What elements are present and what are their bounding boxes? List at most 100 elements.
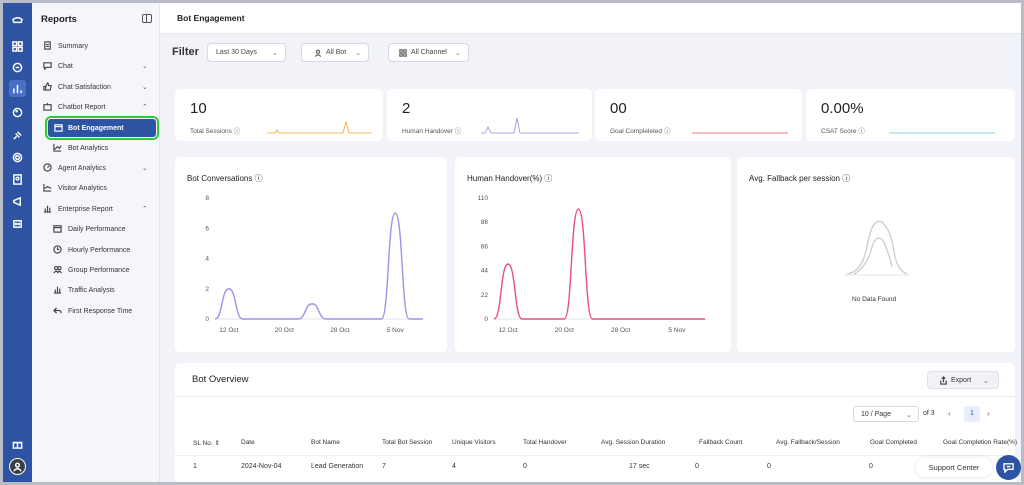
chevron-down-icon[interactable]: ⌄ (142, 84, 148, 91)
y-tick-label: 44 (481, 268, 489, 275)
sidebar-item-label: Bot Analytics (68, 144, 109, 152)
stat-label: Goal Compleleted ⓘ (610, 128, 671, 135)
sidebar-item-label: Visitor Analytics (58, 184, 107, 192)
cell-goal-completed: 0 (869, 463, 873, 470)
cell-date: 2024-Nov-04 (241, 463, 282, 470)
y-tick-label: 6 (205, 225, 209, 232)
megaphone-icon[interactable] (9, 193, 26, 210)
channel-select[interactable]: All Channel ⌄ (388, 43, 469, 62)
stat-value: 0.00% (821, 100, 864, 117)
y-tick-label: 22 (481, 292, 489, 299)
x-tick-label: 5 Nov (668, 327, 686, 334)
page-size-select[interactable]: 10 / Page ⌄ (853, 406, 919, 422)
next-page-icon[interactable]: › (987, 409, 990, 418)
calendar-icon (53, 224, 62, 233)
gift-icon[interactable] (9, 435, 26, 452)
column-header[interactable]: SL No. ⇕ (193, 440, 220, 447)
column-header: Unique Visitors (452, 439, 496, 446)
y-tick-label: 8 (205, 195, 209, 202)
robot-icon (43, 102, 52, 111)
sidebar-item-group-performance[interactable]: Group Performance (32, 262, 160, 278)
sidebar-item-agent-analytics[interactable]: Agent Analytics ⌄ (32, 160, 160, 176)
goal-sparkline (692, 132, 788, 134)
chevron-up-icon[interactable]: ⌃ (142, 104, 148, 111)
stat-label: Human Handover ⓘ (402, 128, 462, 135)
bot-select[interactable]: All Bot ⌄ (301, 43, 369, 62)
avatar[interactable] (9, 458, 26, 475)
stat-value: 00 (610, 100, 627, 117)
page-size-value: 10 / Page (861, 411, 891, 418)
divider (175, 455, 1015, 456)
logo-icon[interactable] (9, 12, 26, 29)
sidebar-item-label: Daily Performance (68, 225, 126, 233)
sidebar-item-label: Chat (58, 62, 73, 70)
sidebar-item-chatbot-report[interactable]: Chatbot Report ⌃ (32, 99, 160, 115)
chart-title: Human Handover(%) ⓘ (467, 174, 553, 183)
sidebar-item-visitor-analytics[interactable]: Visitor Analytics (32, 180, 160, 196)
chevron-up-icon[interactable]: ⌃ (142, 206, 148, 213)
sidebar-item-chat[interactable]: Chat ⌄ (32, 58, 160, 74)
period-select-value: Last 30 Days (216, 49, 257, 56)
reply-icon (53, 306, 62, 315)
y-tick-label: 4 (205, 256, 209, 263)
stat-value: 10 (190, 100, 207, 117)
sidebar-item-enterprise-report[interactable]: Enterprise Report ⌃ (32, 201, 160, 217)
column-header: Fallback Count (699, 439, 743, 446)
collapse-sidebar-icon[interactable] (142, 14, 152, 23)
bot-conversations-chart: 0 2 4 6 8 12 Oct 20 Oct 28 Oct 5 Nov (205, 195, 423, 334)
sidebar-item-bot-engagement[interactable]: Bot Engagement (45, 116, 159, 140)
document-icon (43, 41, 52, 50)
plug-icon[interactable] (9, 127, 26, 144)
dashboard-icon[interactable] (9, 38, 26, 55)
current-page-button[interactable]: 1 (964, 406, 980, 422)
sidebar-item-daily-performance[interactable]: Daily Performance (32, 221, 160, 237)
period-select[interactable]: Last 30 Days ⌄ (207, 43, 286, 62)
prev-page-icon[interactable]: ‹ (948, 409, 951, 418)
chevron-down-icon: ⌄ (455, 49, 461, 57)
column-header: Total Handover (523, 439, 567, 446)
sidebar-item-bot-analytics[interactable]: Bot Analytics (32, 140, 160, 156)
stat-human-handover: 2 Human Handover ⓘ (387, 89, 592, 141)
x-tick-label: 28 Oct (611, 327, 630, 334)
chat-icon[interactable] (9, 59, 26, 76)
share-icon (940, 376, 947, 385)
chevron-down-icon[interactable]: ⌄ (142, 63, 148, 70)
sidebar-item-label: Enterprise Report (58, 205, 113, 213)
info-icon: ⓘ (454, 128, 462, 135)
chevron-down-icon: ⌄ (272, 49, 278, 57)
contact-icon[interactable] (9, 171, 26, 188)
reports-sidebar: Reports Summary Chat ⌄ Chat Satisfaction… (32, 3, 160, 482)
stat-label: Total Sessions ⓘ (190, 128, 241, 135)
x-tick-label: 12 Oct (219, 327, 238, 334)
palette-icon[interactable] (9, 104, 26, 121)
support-center-button[interactable]: Support Center (916, 458, 992, 477)
sidebar-item-first-response-time[interactable]: First Response Time (32, 303, 160, 319)
info-icon: ⓘ (842, 174, 851, 183)
chevron-down-icon[interactable]: ⌄ (142, 165, 148, 172)
sidebar-item-traffic-analysis[interactable]: Traffic Analysis (32, 282, 160, 298)
reports-icon[interactable] (9, 80, 26, 97)
user-icon (314, 49, 322, 57)
sidebar-item-label: First Response Time (68, 307, 133, 315)
cell-bot-name: Lead Generation (311, 463, 364, 470)
channels-icon (399, 48, 407, 57)
settings-icon[interactable] (9, 149, 26, 166)
sidebar-item-label: Agent Analytics (58, 164, 106, 172)
sidebar-item-chat-satisfaction[interactable]: Chat Satisfaction ⌄ (32, 79, 160, 95)
x-tick-label: 12 Oct (498, 327, 517, 334)
bot-icon[interactable] (9, 215, 26, 232)
bar-chart-icon (53, 285, 62, 294)
stat-goal-completed: 00 Goal Compleleted ⓘ (595, 89, 802, 141)
export-button[interactable]: Export ⌄ (927, 371, 999, 389)
x-tick-label: 5 Nov (387, 327, 405, 334)
chat-launcher-button[interactable] (996, 455, 1021, 480)
bot-select-value: All Bot (326, 49, 347, 56)
cell-fallback-count: 0 (695, 463, 699, 470)
info-icon: ⓘ (233, 128, 241, 135)
column-header: Bot Name (311, 439, 340, 446)
y-tick-label: 66 (481, 243, 489, 250)
sort-icon: ⇕ (214, 440, 220, 447)
sidebar-item-summary[interactable]: Summary (32, 38, 160, 54)
human-handover-chart: 0 22 44 66 88 110 12 Oct 20 Oct 28 Oct 5 Nov (478, 195, 705, 334)
sidebar-item-hourly-performance[interactable]: Hourly Performance (32, 242, 160, 258)
